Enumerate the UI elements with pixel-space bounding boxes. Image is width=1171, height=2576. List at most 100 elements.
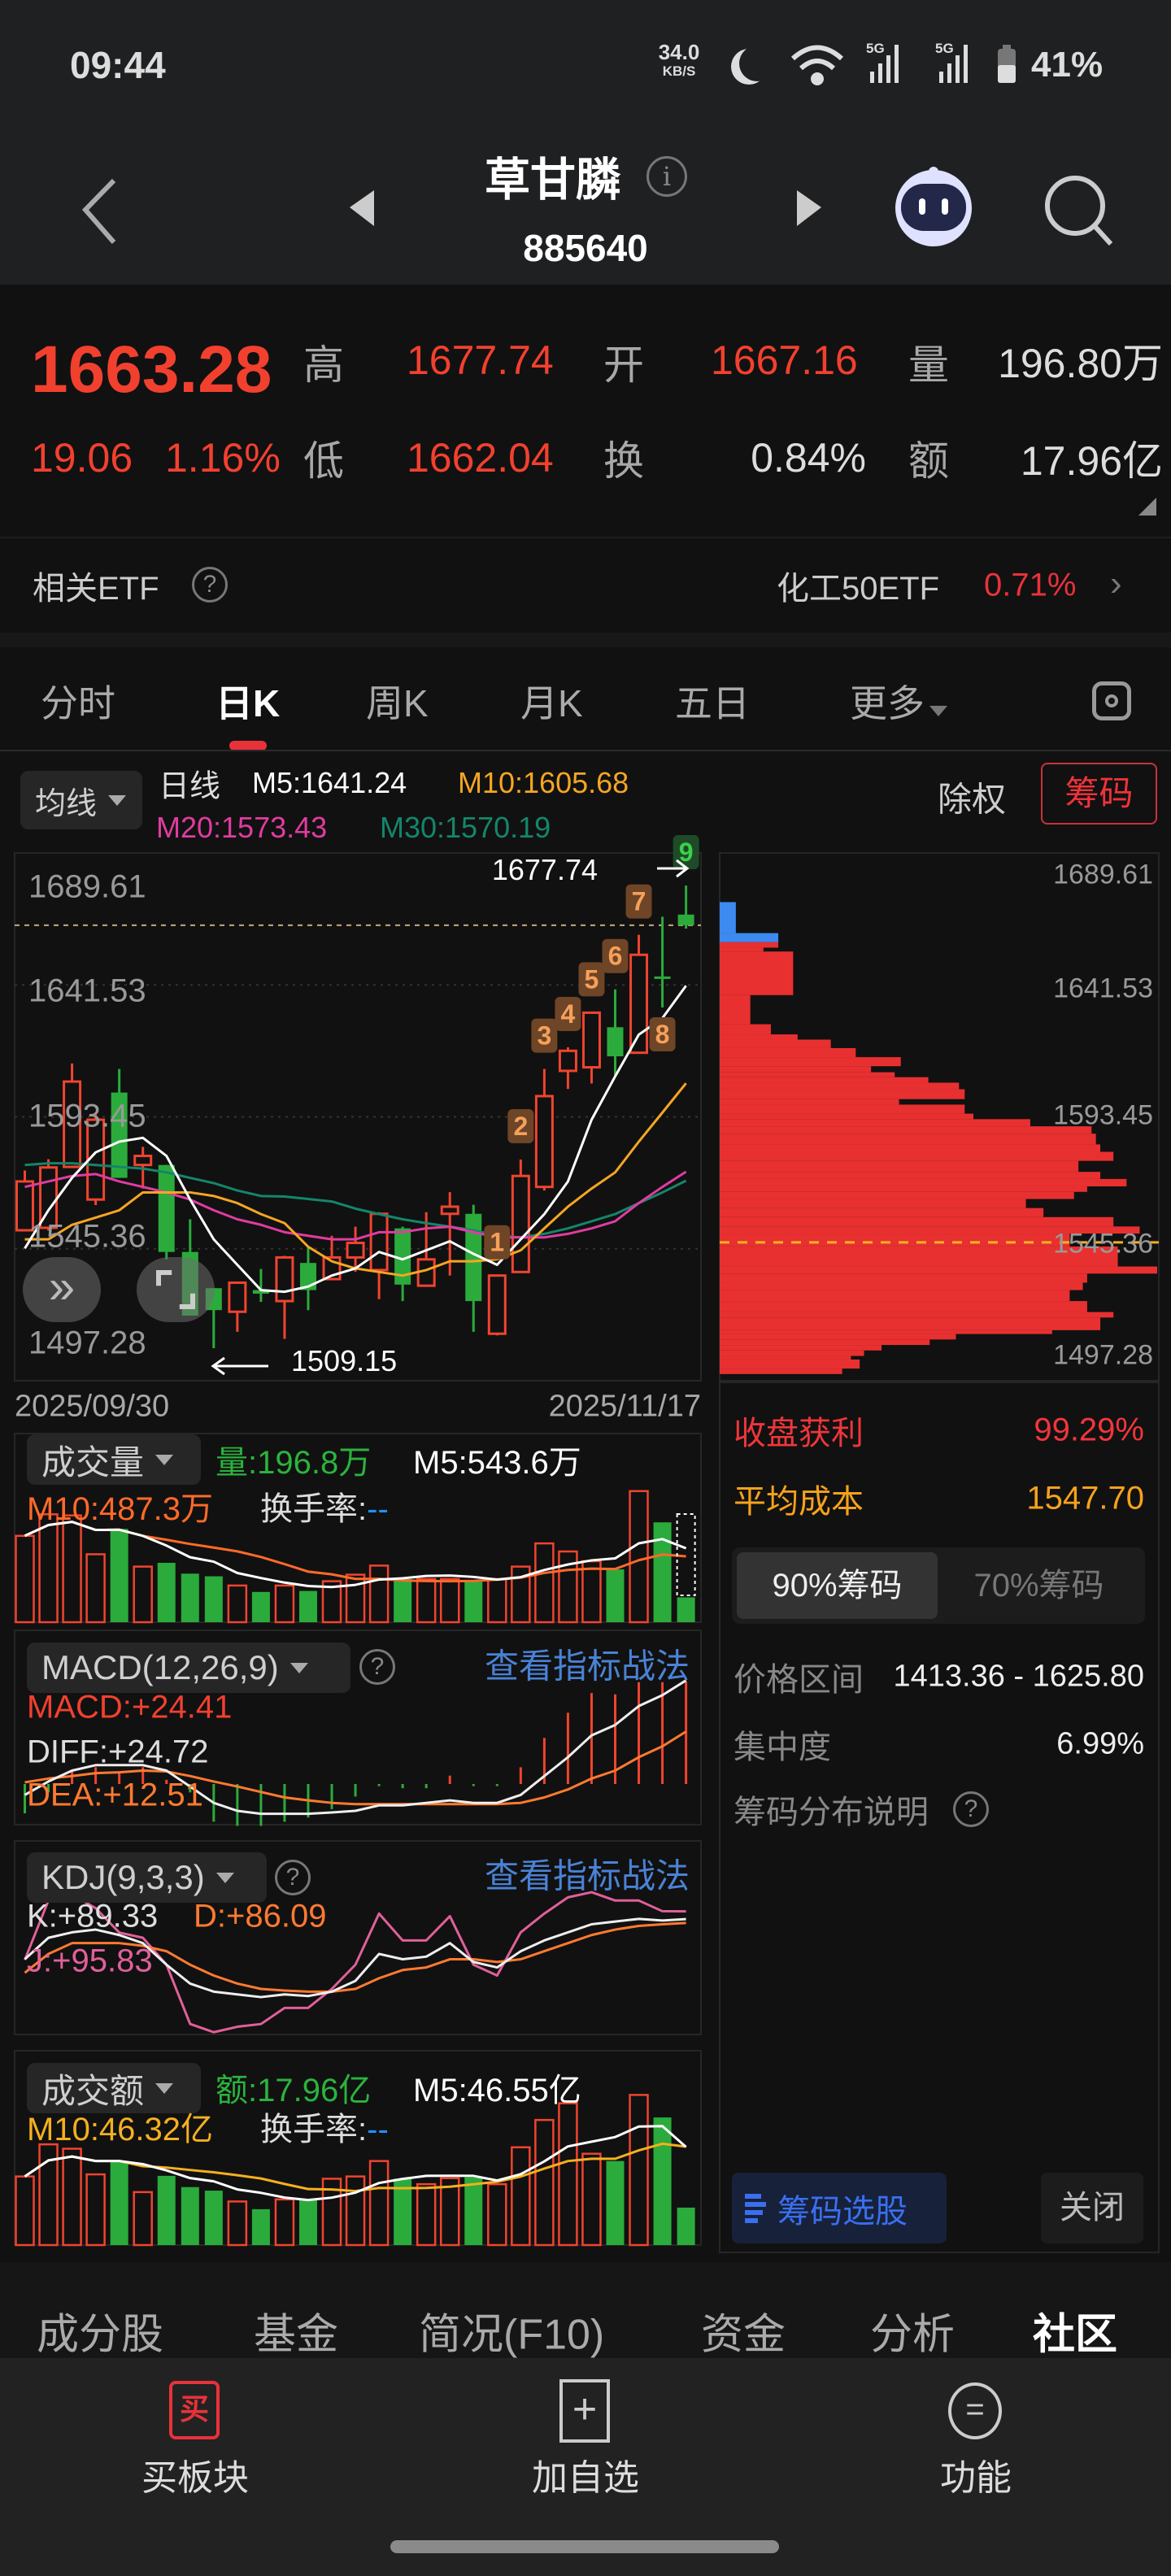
chip-help-link[interactable]: 筹码分布说明 [734, 1795, 929, 1830]
candle [299, 1247, 316, 1311]
functions-button[interactable]: 功能 [940, 2458, 1012, 2498]
volume-bar [606, 1569, 625, 1622]
bottom-tab-0[interactable]: 成分股 [37, 2311, 164, 2359]
buy-icon[interactable]: 买 [169, 2381, 220, 2439]
y-tick-right: 1545.36 [1053, 1228, 1153, 1260]
tab-0[interactable]: 分时 [41, 674, 115, 728]
candle [394, 1226, 411, 1302]
macd-indicator-dropdown[interactable]: MACD(12,26,9) [27, 1643, 350, 1693]
bottom-tab-5[interactable]: 社区 [1033, 2311, 1118, 2359]
ex-rights-toggle[interactable]: 除权 [938, 780, 1007, 819]
macd-strategy-link[interactable]: 查看指标战法 [484, 1647, 690, 1686]
tab-90-chips[interactable]: 90%筹码 [737, 1552, 938, 1619]
etf-change-pct[interactable]: 0.71% [984, 567, 1077, 603]
ma-selector-dropdown[interactable]: 均线 [20, 771, 142, 829]
volume-bar [629, 1490, 649, 1624]
sequence-mark-label: 6 [608, 942, 623, 971]
chips-toggle-button[interactable]: 筹码 [1041, 763, 1157, 825]
candle [369, 1212, 389, 1299]
y-tick-right: 1593.45 [1053, 1099, 1153, 1131]
net-speed-unit: KB/S [662, 63, 696, 79]
tab-70-chips[interactable]: 70%筹码 [973, 1568, 1104, 1603]
bottom-tab-3[interactable]: 资金 [701, 2311, 786, 2359]
add-watchlist-button[interactable]: 加自选 [532, 2458, 639, 2498]
ma20-value: M20:1573.43 [156, 811, 328, 844]
back-chevron-icon[interactable] [81, 178, 116, 244]
chip-stock-picker-button[interactable]: 筹码选股 [732, 2173, 947, 2243]
dropdown-triangle-icon [155, 2082, 174, 2094]
home-indicator[interactable] [390, 2540, 779, 2553]
amount-indicator-dropdown[interactable]: 成交额 [27, 2063, 201, 2113]
candle [158, 1164, 175, 1260]
amount-bar [368, 2160, 390, 2247]
price-change-pct: 1.16% [165, 435, 281, 481]
fullscreen-button[interactable] [137, 1257, 215, 1322]
chip-bar [720, 1151, 1114, 1161]
next-triangle-icon[interactable] [797, 190, 821, 226]
dropdown-triangle-icon [155, 1454, 174, 1465]
tab-2[interactable]: 周K [366, 674, 429, 728]
high-value: 1677.74 [407, 337, 554, 383]
bottom-tab-4[interactable]: 分析 [870, 2311, 956, 2359]
help-icon[interactable]: ? [953, 1791, 989, 1827]
close-chips-button[interactable]: 关闭 [1041, 2173, 1143, 2243]
settings-hexagon-icon[interactable] [1092, 681, 1131, 720]
bottom-tab-2[interactable]: 简况(F10) [419, 2311, 605, 2359]
amount-bar [15, 2175, 35, 2247]
candle-body [275, 1255, 294, 1303]
help-icon[interactable]: ? [275, 1860, 311, 1895]
volume-bar [394, 1578, 412, 1622]
turnover-value: 0.84% [751, 435, 866, 481]
chip-bar [720, 1290, 1070, 1302]
prev-triangle-icon[interactable] [350, 190, 374, 226]
chevron-right-icon[interactable]: › [1110, 564, 1122, 603]
amount-m5: M5:46.55亿 [413, 2073, 581, 2108]
sequence-mark-label: 2 [513, 1112, 528, 1141]
arrow-right-icon [657, 859, 690, 878]
chip-bar [720, 1089, 965, 1099]
amount-bar [321, 2178, 342, 2247]
candle-body [440, 1205, 459, 1216]
kdj-strategy-link[interactable]: 查看指标战法 [484, 1856, 690, 1895]
robot-assistant-icon[interactable] [895, 167, 972, 246]
volume-bar [85, 1553, 106, 1624]
profit-ratio-label: 收盘获利 [734, 1416, 864, 1451]
candle-body [416, 1258, 436, 1287]
volume-bar [181, 1573, 199, 1622]
volume-indicator-dropdown[interactable]: 成交量 [27, 1434, 201, 1485]
info-icon[interactable]: i [646, 156, 687, 197]
menu-icon[interactable]: = [948, 2382, 1002, 2439]
tab-4[interactable]: 五日 [675, 674, 750, 728]
chip-stock-picker-label: 筹码选股 [777, 2193, 908, 2230]
expand-corner-icon[interactable] [1138, 498, 1156, 516]
net-speed: 34.0 KB/S [651, 41, 707, 81]
tab-5[interactable]: 更多 [850, 674, 947, 728]
buy-sector-button[interactable]: 买板块 [141, 2458, 249, 2498]
bottom-tab-1[interactable]: 基金 [254, 2311, 339, 2359]
candle [275, 1255, 294, 1339]
chip-bar [720, 1034, 798, 1040]
chip-bar [720, 1082, 960, 1090]
volume-bar [62, 1514, 82, 1624]
volume-bar [298, 1590, 317, 1622]
kdj-indicator-dropdown[interactable]: KDJ(9,3,3) [27, 1852, 267, 1903]
tab-3[interactable]: 月K [520, 674, 583, 728]
amount-bar [416, 2182, 437, 2247]
scroll-end-button[interactable]: » [23, 1257, 101, 1322]
y-tick-left: 1593.45 [28, 1098, 146, 1134]
candle [558, 1046, 577, 1090]
help-icon[interactable]: ? [192, 567, 228, 603]
help-icon[interactable]: ? [359, 1649, 395, 1685]
tab-1[interactable]: 日K [215, 674, 280, 728]
dropdown-triangle-icon [215, 1872, 234, 1883]
chip-bar [720, 1345, 882, 1351]
etf-name[interactable]: 化工50ETF [777, 571, 940, 607]
volume-label: 量 [908, 342, 949, 388]
search-icon[interactable] [1045, 176, 1113, 246]
add-watchlist-icon[interactable]: + [559, 2379, 610, 2443]
amount-bar [394, 2178, 412, 2245]
volume-value: 196.80万 [998, 341, 1163, 386]
bottom-tab-bar [0, 2262, 1171, 2360]
amount-m10: M10:46.32亿 [27, 2112, 214, 2147]
candle-body [511, 1174, 530, 1273]
